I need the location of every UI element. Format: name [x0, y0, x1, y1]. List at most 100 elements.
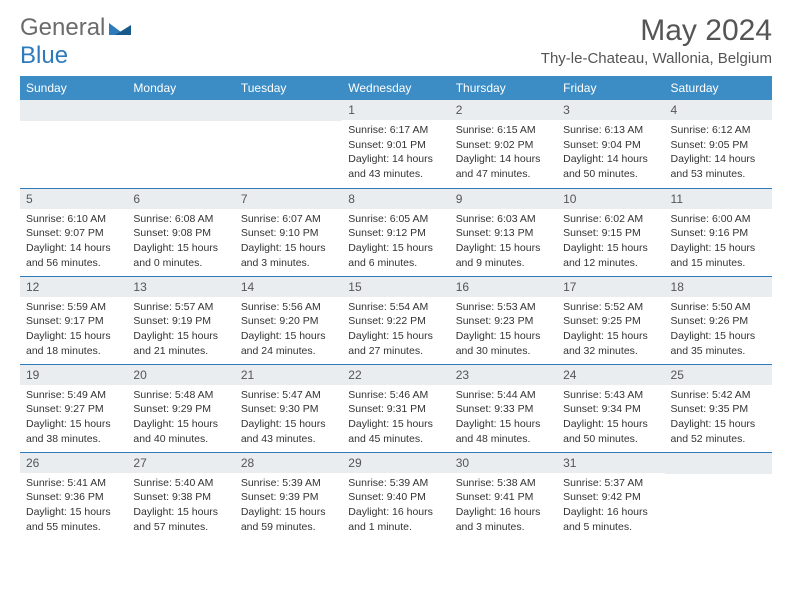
empty-day: [665, 453, 772, 474]
day-number: 11: [665, 189, 772, 209]
day-cell: 7Sunrise: 6:07 AMSunset: 9:10 PMDaylight…: [235, 188, 342, 276]
logo: General Blue: [20, 14, 131, 70]
day-cell: [127, 100, 234, 188]
day-info: Sunrise: 5:48 AMSunset: 9:29 PMDaylight:…: [127, 385, 234, 450]
day-cell: 12Sunrise: 5:59 AMSunset: 9:17 PMDayligh…: [20, 276, 127, 364]
day-number: 19: [20, 365, 127, 385]
day-info: Sunrise: 5:37 AMSunset: 9:42 PMDaylight:…: [557, 473, 664, 538]
day-info: Sunrise: 6:15 AMSunset: 9:02 PMDaylight:…: [450, 120, 557, 185]
day-number: 2: [450, 100, 557, 120]
day-info: Sunrise: 5:42 AMSunset: 9:35 PMDaylight:…: [665, 385, 772, 450]
day-info: Sunrise: 6:08 AMSunset: 9:08 PMDaylight:…: [127, 209, 234, 274]
day-info: Sunrise: 5:52 AMSunset: 9:25 PMDaylight:…: [557, 297, 664, 362]
day-cell: 10Sunrise: 6:02 AMSunset: 9:15 PMDayligh…: [557, 188, 664, 276]
day-cell: 29Sunrise: 5:39 AMSunset: 9:40 PMDayligh…: [342, 452, 449, 540]
week-row: 19Sunrise: 5:49 AMSunset: 9:27 PMDayligh…: [20, 364, 772, 452]
calendar-table: SundayMondayTuesdayWednesdayThursdayFrid…: [20, 76, 772, 540]
day-number: 8: [342, 189, 449, 209]
day-cell: 16Sunrise: 5:53 AMSunset: 9:23 PMDayligh…: [450, 276, 557, 364]
day-cell: 4Sunrise: 6:12 AMSunset: 9:05 PMDaylight…: [665, 100, 772, 188]
day-number: 27: [127, 453, 234, 473]
day-number: 23: [450, 365, 557, 385]
day-cell: [665, 452, 772, 540]
day-number: 7: [235, 189, 342, 209]
day-info: Sunrise: 5:53 AMSunset: 9:23 PMDaylight:…: [450, 297, 557, 362]
day-cell: 17Sunrise: 5:52 AMSunset: 9:25 PMDayligh…: [557, 276, 664, 364]
day-info: Sunrise: 6:07 AMSunset: 9:10 PMDaylight:…: [235, 209, 342, 274]
day-header-saturday: Saturday: [665, 76, 772, 100]
day-info: Sunrise: 5:59 AMSunset: 9:17 PMDaylight:…: [20, 297, 127, 362]
day-cell: 20Sunrise: 5:48 AMSunset: 9:29 PMDayligh…: [127, 364, 234, 452]
title-block: May 2024 Thy-le-Chateau, Wallonia, Belgi…: [541, 14, 772, 67]
day-info: Sunrise: 5:41 AMSunset: 9:36 PMDaylight:…: [20, 473, 127, 538]
day-number: 28: [235, 453, 342, 473]
day-info: Sunrise: 6:00 AMSunset: 9:16 PMDaylight:…: [665, 209, 772, 274]
day-header-friday: Friday: [557, 76, 664, 100]
day-number: 6: [127, 189, 234, 209]
day-cell: 18Sunrise: 5:50 AMSunset: 9:26 PMDayligh…: [665, 276, 772, 364]
day-number: 3: [557, 100, 664, 120]
day-number: 30: [450, 453, 557, 473]
day-number: 17: [557, 277, 664, 297]
day-number: 13: [127, 277, 234, 297]
day-number: 1: [342, 100, 449, 120]
day-cell: 26Sunrise: 5:41 AMSunset: 9:36 PMDayligh…: [20, 452, 127, 540]
day-cell: 15Sunrise: 5:54 AMSunset: 9:22 PMDayligh…: [342, 276, 449, 364]
empty-day: [20, 100, 127, 121]
day-cell: 21Sunrise: 5:47 AMSunset: 9:30 PMDayligh…: [235, 364, 342, 452]
empty-day: [127, 100, 234, 121]
day-info: Sunrise: 6:10 AMSunset: 9:07 PMDaylight:…: [20, 209, 127, 274]
day-info: Sunrise: 5:38 AMSunset: 9:41 PMDaylight:…: [450, 473, 557, 538]
day-info: Sunrise: 5:56 AMSunset: 9:20 PMDaylight:…: [235, 297, 342, 362]
day-number: 20: [127, 365, 234, 385]
day-number: 5: [20, 189, 127, 209]
day-header-wednesday: Wednesday: [342, 76, 449, 100]
month-title: May 2024: [541, 14, 772, 48]
day-number: 15: [342, 277, 449, 297]
day-number: 12: [20, 277, 127, 297]
day-info: Sunrise: 5:46 AMSunset: 9:31 PMDaylight:…: [342, 385, 449, 450]
day-cell: 2Sunrise: 6:15 AMSunset: 9:02 PMDaylight…: [450, 100, 557, 188]
day-cell: 30Sunrise: 5:38 AMSunset: 9:41 PMDayligh…: [450, 452, 557, 540]
day-header-thursday: Thursday: [450, 76, 557, 100]
day-cell: 8Sunrise: 6:05 AMSunset: 9:12 PMDaylight…: [342, 188, 449, 276]
day-info: Sunrise: 5:57 AMSunset: 9:19 PMDaylight:…: [127, 297, 234, 362]
day-cell: 6Sunrise: 6:08 AMSunset: 9:08 PMDaylight…: [127, 188, 234, 276]
day-header-row: SundayMondayTuesdayWednesdayThursdayFrid…: [20, 76, 772, 100]
day-info: Sunrise: 5:39 AMSunset: 9:39 PMDaylight:…: [235, 473, 342, 538]
day-number: 31: [557, 453, 664, 473]
day-info: Sunrise: 5:44 AMSunset: 9:33 PMDaylight:…: [450, 385, 557, 450]
day-cell: [20, 100, 127, 188]
day-number: 14: [235, 277, 342, 297]
day-cell: 28Sunrise: 5:39 AMSunset: 9:39 PMDayligh…: [235, 452, 342, 540]
day-cell: 24Sunrise: 5:43 AMSunset: 9:34 PMDayligh…: [557, 364, 664, 452]
empty-day: [235, 100, 342, 121]
day-number: 9: [450, 189, 557, 209]
day-number: 25: [665, 365, 772, 385]
week-row: 1Sunrise: 6:17 AMSunset: 9:01 PMDaylight…: [20, 100, 772, 188]
location-text: Thy-le-Chateau, Wallonia, Belgium: [541, 50, 772, 67]
day-cell: 14Sunrise: 5:56 AMSunset: 9:20 PMDayligh…: [235, 276, 342, 364]
day-cell: 3Sunrise: 6:13 AMSunset: 9:04 PMDaylight…: [557, 100, 664, 188]
day-info: Sunrise: 5:43 AMSunset: 9:34 PMDaylight:…: [557, 385, 664, 450]
day-info: Sunrise: 6:05 AMSunset: 9:12 PMDaylight:…: [342, 209, 449, 274]
day-number: 22: [342, 365, 449, 385]
day-info: Sunrise: 5:40 AMSunset: 9:38 PMDaylight:…: [127, 473, 234, 538]
day-cell: 25Sunrise: 5:42 AMSunset: 9:35 PMDayligh…: [665, 364, 772, 452]
day-number: 10: [557, 189, 664, 209]
header: General Blue May 2024 Thy-le-Chateau, Wa…: [20, 14, 772, 70]
day-header-tuesday: Tuesday: [235, 76, 342, 100]
day-info: Sunrise: 5:54 AMSunset: 9:22 PMDaylight:…: [342, 297, 449, 362]
day-header-monday: Monday: [127, 76, 234, 100]
day-info: Sunrise: 5:49 AMSunset: 9:27 PMDaylight:…: [20, 385, 127, 450]
day-number: 21: [235, 365, 342, 385]
day-number: 16: [450, 277, 557, 297]
day-cell: 19Sunrise: 5:49 AMSunset: 9:27 PMDayligh…: [20, 364, 127, 452]
day-header-sunday: Sunday: [20, 76, 127, 100]
calendar-page: General Blue May 2024 Thy-le-Chateau, Wa…: [0, 0, 792, 554]
day-number: 4: [665, 100, 772, 120]
week-row: 5Sunrise: 6:10 AMSunset: 9:07 PMDaylight…: [20, 188, 772, 276]
day-info: Sunrise: 5:50 AMSunset: 9:26 PMDaylight:…: [665, 297, 772, 362]
day-cell: 27Sunrise: 5:40 AMSunset: 9:38 PMDayligh…: [127, 452, 234, 540]
day-number: 26: [20, 453, 127, 473]
